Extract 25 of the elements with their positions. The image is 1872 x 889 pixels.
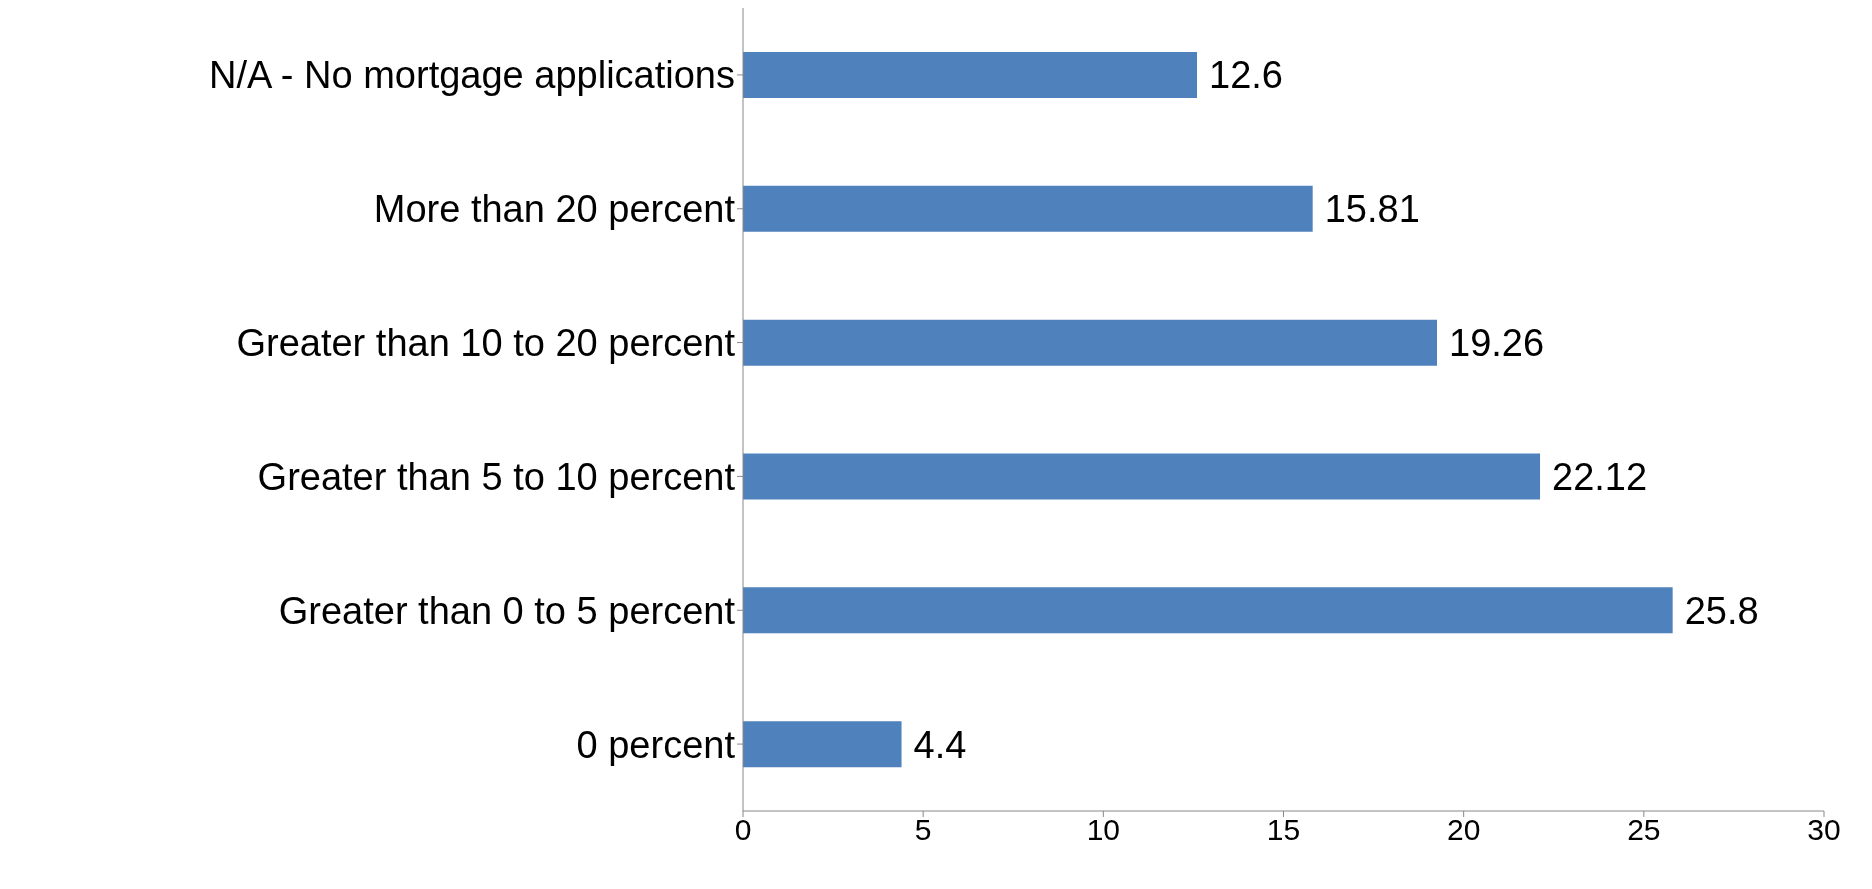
x-tick-label: 15	[1266, 813, 1301, 847]
x-tick-label: 25	[1627, 813, 1661, 847]
y-tick-label: Greater than 10 to 20 percent	[236, 322, 736, 365]
y-tick-label: N/A - No mortgage applications	[209, 54, 735, 97]
bar	[743, 319, 1437, 366]
y-tick-label: Greater than 0 to 5 percent	[278, 589, 736, 632]
data-label: 22.12	[1552, 455, 1648, 498]
x-tick-label: 5	[914, 813, 932, 847]
data-label: 25.8	[1684, 589, 1759, 632]
bar	[743, 587, 1673, 634]
x-tick-label: 20	[1446, 813, 1481, 847]
y-tick-label: More than 20 percent	[373, 188, 736, 231]
x-tick-label: 10	[1086, 813, 1121, 847]
x-tick-label: 30	[1807, 813, 1841, 847]
y-tick-label: Greater than 5 to 10 percent	[257, 455, 736, 498]
bar	[743, 721, 902, 768]
bar	[743, 453, 1541, 500]
data-label: 19.26	[1449, 322, 1545, 365]
x-tick-label: 0	[734, 813, 752, 847]
bar	[743, 52, 1198, 98]
data-label: 15.81	[1324, 188, 1420, 231]
bar	[743, 185, 1313, 232]
data-label: 12.6	[1209, 54, 1283, 97]
y-tick-label: 0 percent	[576, 723, 736, 766]
data-label: 4.4	[913, 723, 967, 766]
